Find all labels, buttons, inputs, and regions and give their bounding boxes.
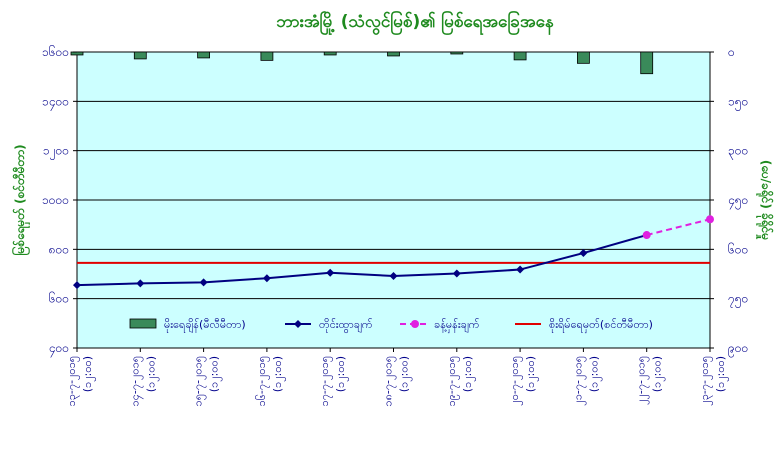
x-tick-time: (၁၂:၀၀) (144, 356, 159, 392)
right-tick-label: ၆၀၀ (728, 241, 748, 256)
water-level-lines (76, 218, 711, 287)
legend-label: ခန့်မှန်းချက် (434, 318, 480, 333)
left-axis-ticks: ၄၀၀ ၆၀၀ ၈၀၀ ၁၀၀၀ ၁၂၀၀ ၁၄၀၀ ၁၆၀၀ (42, 44, 77, 358)
rainfall-bar (260, 51, 274, 61)
chart-title: ဘားအံမြို့ (သံလွင်မြစ်)၏ မြစ်ရေအခြေအနေ (275, 9, 553, 36)
forecast-point (706, 215, 714, 224)
rainfall-bar (450, 51, 464, 55)
left-tick-label: ၁၆၀၀ (42, 44, 69, 59)
x-tick-time: (၁၂:၀၀) (81, 356, 96, 392)
x-tick-time: (၁၂:၀၀) (271, 356, 286, 392)
right-tick-label: ၀ (728, 45, 735, 59)
right-tick-label: ၇၅၀ (728, 292, 748, 309)
x-tick-date: ၂၂-၇-၂၀၁၅ (635, 356, 650, 405)
left-tick-label: ၁၀၀၀ (42, 193, 69, 207)
rainfall-bar (577, 51, 590, 64)
left-tick-label: ၆၀၀ (49, 291, 69, 306)
legend-label: တိုင်းထွာချက် (319, 318, 373, 333)
gridlines (77, 100, 710, 300)
measured-point (452, 269, 461, 278)
x-axis-ticks: ၁၃-၇-၂၀၁၅ (၁၂:၀၀) ၁၄-၇-၂၀၁၅ (၁၂:၀၀) ၁၅-၇-၂၀၁… (65, 348, 729, 407)
measured-point (389, 271, 398, 280)
rainfall-bar (387, 51, 400, 57)
x-tick-date: ၁၈-၇-၂၀၁၅ (382, 356, 397, 407)
rainfall-bars (70, 51, 654, 75)
x-tick-date: ၂၃-၇-၂၀၁၅ (698, 356, 713, 406)
legend: မိုးရေချိန်(မီလီမီတာ) တိုင်းထွာချက် ခန့်မှ… (129, 318, 653, 333)
x-tick-date: ၁၆-၇-၂၀၁၅ (255, 356, 270, 406)
left-axis-title: မြစ်ရေမှတ် (စင်တီမီတာ) (10, 144, 31, 255)
x-tick-time: (၁၂:၀၀) (398, 356, 413, 392)
x-tick-date: ၁၅-၇-၂၀၁၅ (192, 356, 207, 406)
x-tick-date: ၁၃-၇-၂၀၁၅ (65, 356, 80, 406)
rainfall-bar (197, 51, 211, 59)
x-tick-time: (၁၂:၀၀) (208, 356, 223, 392)
left-tick-label: ၈၀၀ (49, 242, 69, 256)
x-tick-date: ၂၁-၇-၂၀၁၅ (571, 356, 586, 406)
right-axis-title: (ပေ/ခရိုင်) ခိုရိုင်မှု (755, 160, 775, 241)
x-tick-date: ၁၇-၇-၂၀၁၅ (318, 356, 333, 406)
x-tick-time: (၁၂:၀၀) (651, 356, 666, 392)
rainfall-bar (513, 51, 527, 61)
forecast-line (646, 218, 711, 236)
left-tick-label: ၄၀၀ (49, 341, 69, 358)
right-tick-label: ၁၅၀ (728, 94, 748, 111)
rainfall-bar (133, 51, 147, 60)
measured-point (579, 249, 588, 258)
right-tick-label: ၄၅၀ (728, 193, 748, 210)
legend-swatch-bar (129, 318, 157, 329)
rainfall-bar (323, 51, 337, 56)
measured-line (76, 234, 647, 287)
x-tick-date: ၂၀-၇-၂၀၁၅ (508, 356, 523, 406)
measured-point (199, 278, 208, 287)
x-tick-time: (၁၂:၀၀) (334, 356, 349, 392)
left-tick-label: ၁၄၀၀ (42, 94, 69, 111)
x-tick-date: ၁၄-၇-၂၀၁၅ (128, 356, 143, 406)
legend-label: မိုးရေချိန်(မီလီမီတာ) (164, 318, 246, 333)
x-tick-date: ၁၉-၇-၂၀၁၅ (445, 356, 460, 406)
left-tick-label: ၁၂၀၀ (43, 144, 69, 161)
line-markers (73, 215, 714, 290)
x-tick-time: (၁၂:၀၀) (461, 356, 476, 392)
forecast-point (642, 231, 651, 240)
x-tick-time: (၁၂:၀၀) (587, 356, 602, 392)
measured-point (516, 265, 525, 274)
measured-point (136, 279, 145, 288)
legend-swatch-marker (294, 320, 302, 328)
legend-swatch-marker (411, 320, 419, 328)
x-tick-time: (၁၂:၀၀) (524, 356, 539, 392)
measured-point (262, 274, 271, 283)
rainfall-bar (640, 51, 654, 75)
right-tick-label: ၉၀၀ (728, 341, 748, 358)
x-tick-time: (၁၂:၀၀) (714, 356, 729, 392)
measured-point (326, 268, 335, 277)
measured-point (73, 281, 81, 290)
right-tick-label: ၃၀၀ (728, 144, 748, 161)
legend-label: စိုးရိမ်ရေမှတ်(စင်တီမီတာ) (549, 318, 653, 333)
